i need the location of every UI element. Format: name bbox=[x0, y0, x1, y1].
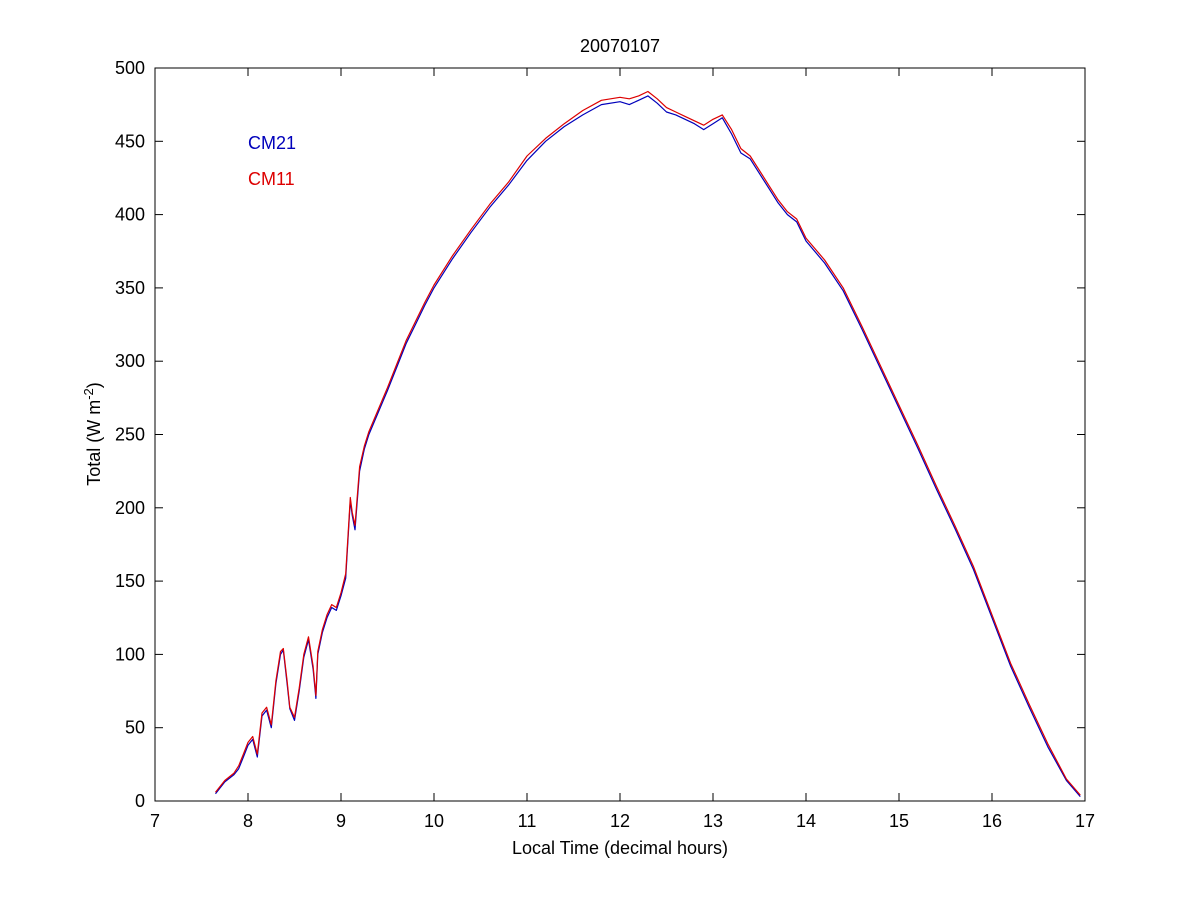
y-tick-label: 0 bbox=[135, 791, 145, 811]
y-tick-label: 400 bbox=[115, 205, 145, 225]
chart-title: 20070107 bbox=[580, 36, 660, 56]
x-tick-label: 15 bbox=[889, 811, 909, 831]
x-tick-label: 7 bbox=[150, 811, 160, 831]
series-lines bbox=[215, 90, 1081, 797]
x-tick-label: 8 bbox=[243, 811, 253, 831]
y-tick-label: 500 bbox=[115, 58, 145, 78]
x-tick-label: 10 bbox=[424, 811, 444, 831]
y-axis-label-main: Total (W m bbox=[84, 400, 104, 486]
y-tick-label: 100 bbox=[115, 644, 145, 664]
y-tick-label: 150 bbox=[115, 571, 145, 591]
y-tick-label: 250 bbox=[115, 425, 145, 445]
series-line-cm11 bbox=[215, 90, 1081, 796]
x-tick-label: 14 bbox=[796, 811, 816, 831]
legend-entry-cm21: CM21 bbox=[248, 133, 296, 153]
x-axis-label: Local Time (decimal hours) bbox=[512, 838, 728, 858]
x-tick-label: 16 bbox=[982, 811, 1002, 831]
y-tick-label: 300 bbox=[115, 351, 145, 371]
x-tick-label: 12 bbox=[610, 811, 630, 831]
y-tick-label: 200 bbox=[115, 498, 145, 518]
y-tick-label: 50 bbox=[125, 718, 145, 738]
y-axis-label-exponent: -2 bbox=[81, 388, 96, 400]
plot-area bbox=[154, 67, 1086, 802]
y-axis-label: Total (W m-2) bbox=[81, 382, 104, 486]
y-axis-label-close: ) bbox=[84, 382, 104, 388]
y-tick-label: 350 bbox=[115, 278, 145, 298]
x-tick-label: 13 bbox=[703, 811, 723, 831]
y-tick-label: 450 bbox=[115, 131, 145, 151]
x-tick-label: 11 bbox=[518, 811, 537, 831]
x-tick-label: 17 bbox=[1075, 811, 1095, 831]
axis-ticks: 7 8 9 10 11 12 13 14 15 16 17 0 50 100 150 200 250 300 350… bbox=[115, 58, 1095, 831]
x-tick-label: 9 bbox=[336, 811, 346, 831]
legend-entry-cm11: CM11 bbox=[248, 169, 295, 189]
